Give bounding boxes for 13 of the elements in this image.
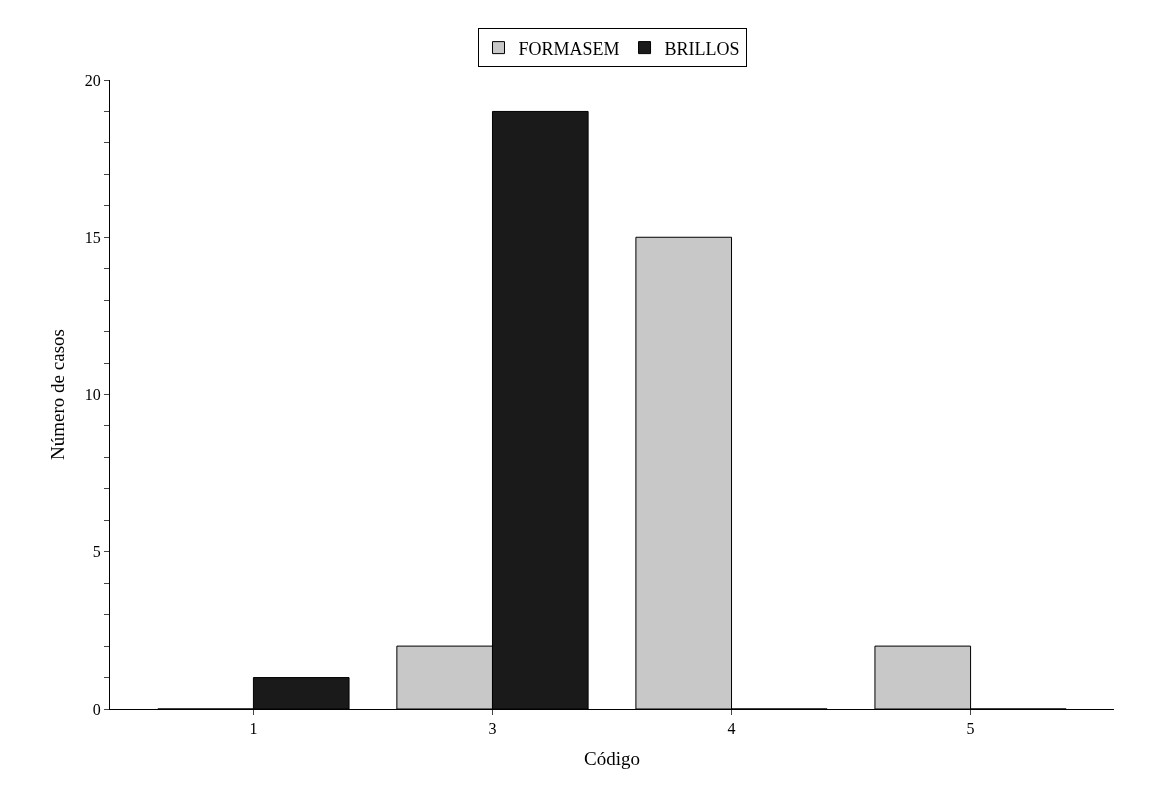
y-axis-title: Número de casos <box>46 329 68 460</box>
y-tick-label: 0 <box>92 700 101 718</box>
y-tick-label: 5 <box>92 543 101 561</box>
y-tick-label: 20 <box>84 71 101 89</box>
y-tick-label: 10 <box>84 386 101 404</box>
x-tick-label: 5 <box>966 720 975 738</box>
y-tick-label: 15 <box>84 228 101 246</box>
x-tick-label: 3 <box>488 720 497 738</box>
x-axis-title: Código <box>584 748 640 769</box>
x-tick-label: 1 <box>249 720 258 738</box>
x-tick-label: 4 <box>727 720 736 738</box>
legend-label: FORMASEM <box>518 38 620 59</box>
legend-label: BRILLOS <box>664 38 740 59</box>
